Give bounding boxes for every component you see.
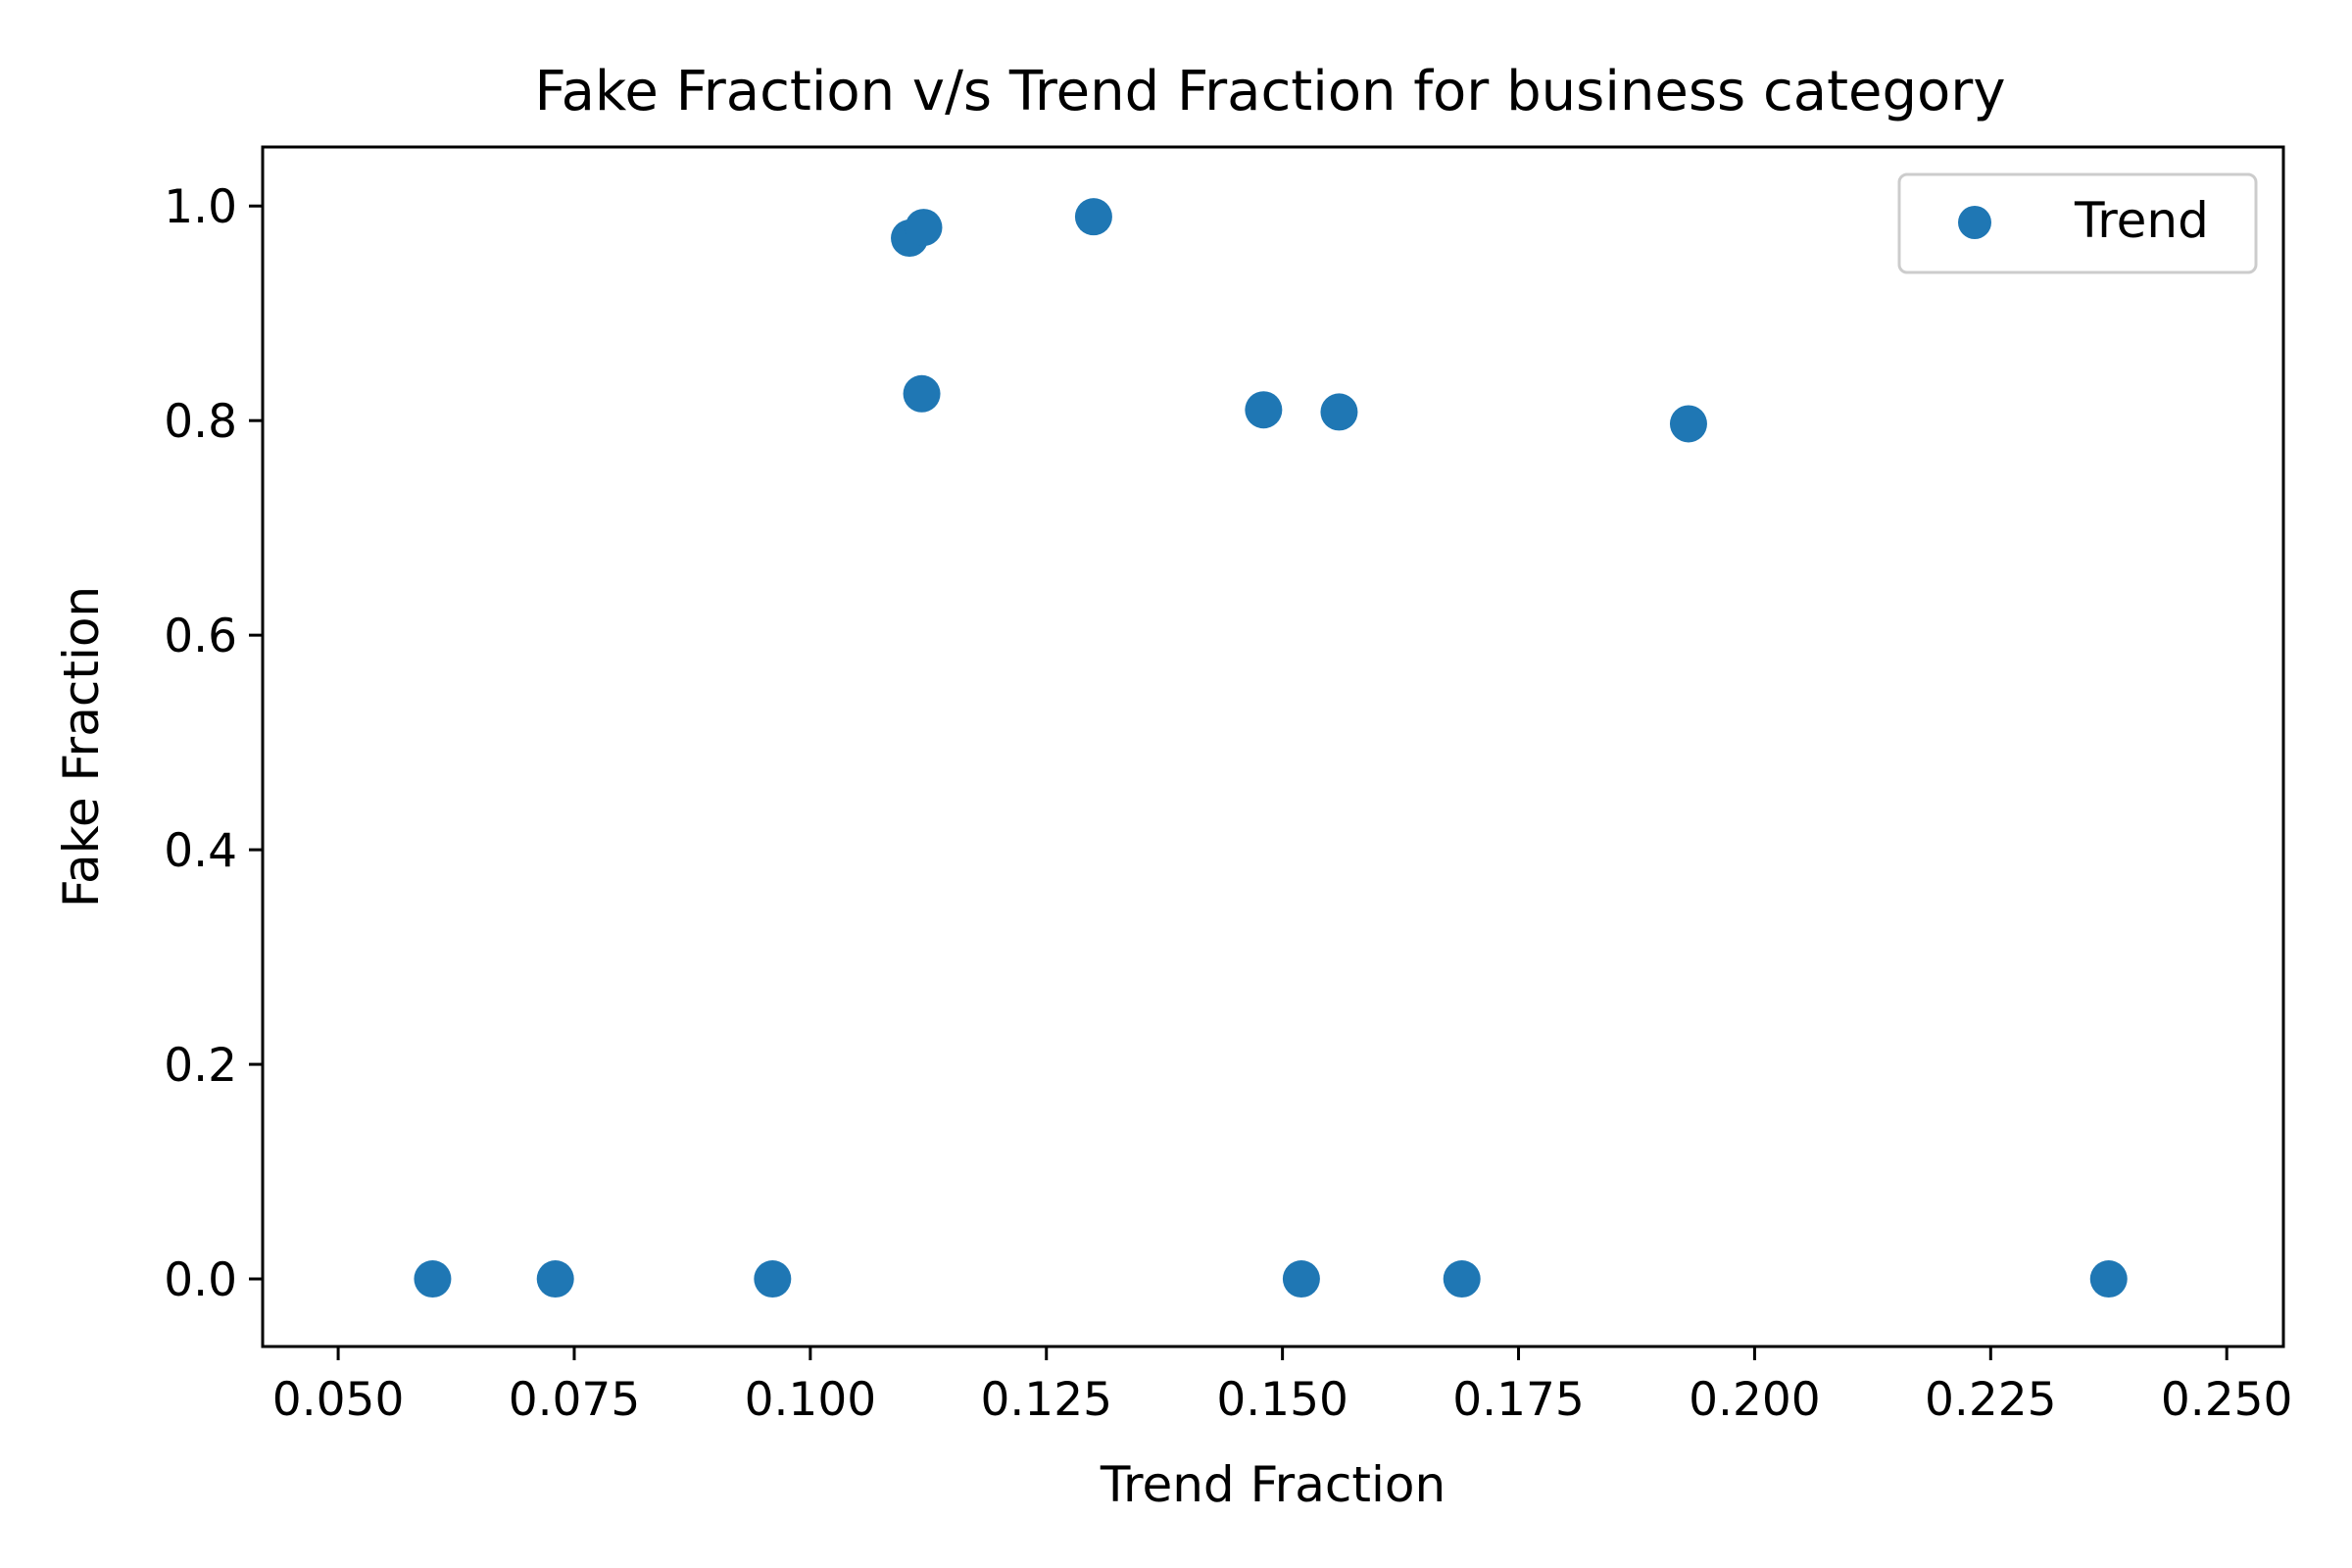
x-tick-label: 0.125: [980, 1373, 1112, 1427]
plot-area: [261, 145, 2285, 1348]
x-axis-label: Trend Fraction: [1100, 1456, 1446, 1513]
plot-frame: [261, 145, 2285, 1348]
data-point: [903, 374, 941, 413]
x-tick-label: 0.100: [745, 1373, 877, 1427]
legend-label-trend: Trend: [2074, 192, 2209, 249]
chart-title: Fake Fraction v/s Trend Fraction for bus…: [535, 60, 2006, 123]
y-tick-label: 0.4: [164, 824, 237, 878]
legend: Trend: [1897, 172, 2258, 274]
x-tick-label: 0.225: [1925, 1373, 2057, 1427]
legend-box: [1897, 172, 2258, 274]
data-point: [2089, 1260, 2128, 1298]
x-tick-label: 0.175: [1452, 1373, 1585, 1427]
data-point: [1443, 1260, 1481, 1298]
data-points: [414, 198, 2128, 1298]
x-tick-label: 0.150: [1216, 1373, 1348, 1427]
y-axis-label: Fake Fraction: [53, 586, 110, 907]
y-tick-label: 0.2: [164, 1039, 237, 1093]
y-axis: 0.0 0.2 0.4 0.6 0.8 1.0: [164, 180, 263, 1307]
data-point: [754, 1260, 792, 1298]
x-tick-label: 0.050: [272, 1373, 405, 1427]
y-tick-label: 0.8: [164, 395, 237, 449]
data-point: [1669, 405, 1707, 443]
y-tick-label: 1.0: [164, 180, 237, 234]
data-point: [1074, 198, 1112, 236]
y-tick-label: 0.0: [164, 1253, 237, 1307]
data-point: [414, 1260, 452, 1298]
data-point: [536, 1260, 574, 1298]
legend-marker: [1958, 206, 1991, 239]
x-tick-label: 0.075: [509, 1373, 641, 1427]
x-axis: 0.050 0.075 0.100 0.125 0.150 0.175 0.200 0.225…: [272, 1347, 2293, 1427]
data-point: [905, 209, 943, 247]
data-point: [1245, 391, 1283, 429]
x-tick-label: 0.250: [2161, 1373, 2293, 1427]
data-point: [1320, 393, 1358, 431]
data-point: [1282, 1260, 1320, 1298]
y-tick-label: 0.6: [164, 610, 237, 663]
x-tick-label: 0.200: [1689, 1373, 1821, 1427]
